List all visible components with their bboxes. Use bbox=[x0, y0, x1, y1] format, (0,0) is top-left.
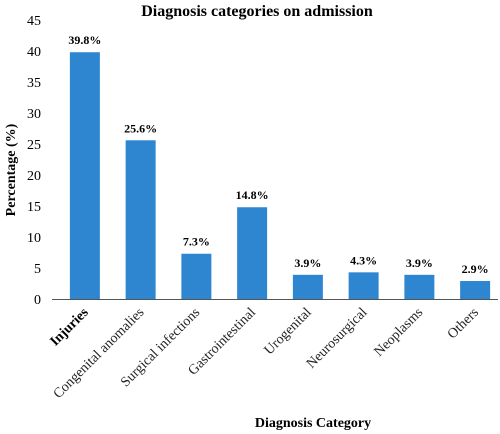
y-tick-labels-group: 0 5 10 15 20 25 30 35 40 45 bbox=[27, 14, 41, 308]
data-label: 7.3% bbox=[183, 235, 210, 249]
data-label: 3.9% bbox=[406, 256, 433, 270]
y-tick-label: 15 bbox=[27, 200, 41, 215]
x-tick-label: Others bbox=[445, 305, 482, 342]
x-axis-title: Diagnosis Category bbox=[255, 416, 371, 431]
y-tick-label: 25 bbox=[27, 138, 41, 153]
bar bbox=[292, 274, 323, 299]
chart-title: Diagnosis categories on admission bbox=[141, 3, 373, 20]
x-tick-label: Injuries bbox=[48, 305, 93, 350]
data-label: 14.8% bbox=[236, 188, 269, 202]
y-tick-label: 20 bbox=[27, 169, 41, 184]
bar bbox=[404, 274, 435, 299]
data-label: 2.9% bbox=[462, 262, 489, 276]
x-tick-label: Urogenital bbox=[262, 305, 315, 358]
y-tick-label: 45 bbox=[27, 14, 41, 29]
data-label: 4.3% bbox=[350, 253, 377, 267]
bar bbox=[348, 272, 379, 299]
y-tick-label: 10 bbox=[27, 231, 41, 246]
data-label: 3.9% bbox=[294, 256, 321, 270]
y-axis-title: Percentage (%) bbox=[4, 123, 19, 216]
bar bbox=[125, 140, 156, 299]
bars-group bbox=[69, 52, 491, 299]
x-tick-label: Neoplasms bbox=[372, 305, 427, 360]
bar bbox=[181, 253, 212, 299]
bar bbox=[237, 207, 268, 299]
y-tick-label: 0 bbox=[34, 293, 41, 308]
y-tick-label: 5 bbox=[34, 262, 41, 277]
data-label: 25.6% bbox=[124, 121, 157, 135]
y-tick-label: 35 bbox=[27, 76, 41, 91]
y-tick-label: 40 bbox=[27, 45, 41, 60]
bar bbox=[69, 52, 100, 299]
data-labels-group: 39.8% 25.6% 7.3% 14.8% 3.9% 4.3% 3.9% 2.9% bbox=[68, 33, 488, 276]
bar bbox=[460, 281, 491, 299]
data-label: 39.8% bbox=[68, 33, 101, 47]
y-tick-label: 30 bbox=[27, 107, 41, 122]
